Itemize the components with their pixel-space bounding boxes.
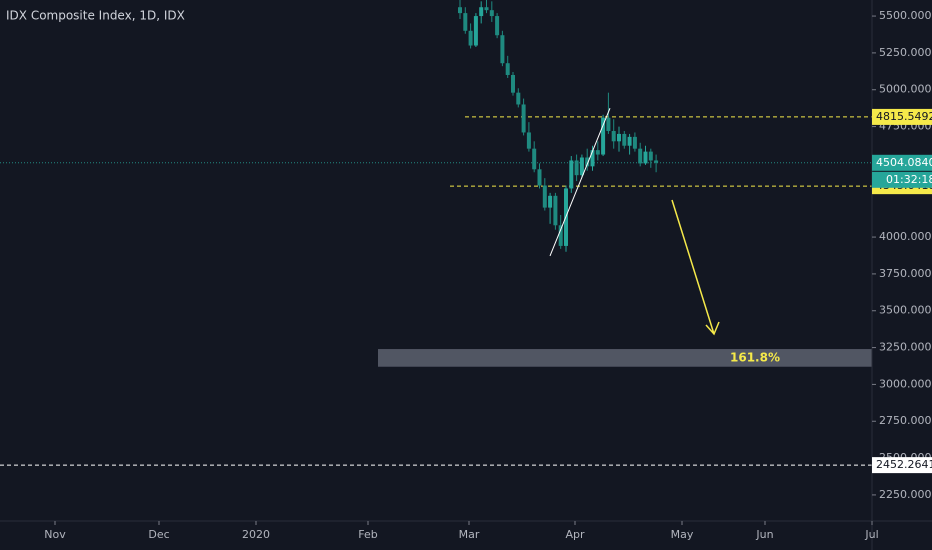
y-tick-label: 3000.0000 (879, 377, 932, 390)
fib-zone (378, 349, 872, 367)
candle-body (548, 195, 553, 208)
candle-body (495, 16, 500, 36)
candle-body (463, 13, 468, 31)
x-tick-label: May (671, 528, 694, 541)
candle-body (622, 133, 627, 146)
candle-body (654, 160, 659, 163)
price-level-label: 4504.0840 (876, 156, 932, 169)
candle-body (484, 7, 489, 11)
candle-body (574, 160, 579, 176)
candle-body (590, 150, 595, 167)
countdown-tag (872, 171, 932, 188)
candle-body (537, 169, 542, 186)
candle-body (579, 157, 584, 176)
price-level-tag (872, 457, 932, 474)
candle-body (617, 133, 621, 142)
plot: 161.8% (0, 0, 872, 466)
candle-body (558, 225, 563, 246)
candle-body (542, 185, 547, 208)
candle-body (532, 148, 537, 170)
fib-zone-label: 161.8% (730, 350, 780, 364)
y-tick-label: 5250.0000 (879, 46, 932, 59)
y-tick-label: 3500.0000 (879, 304, 932, 317)
candle-body (606, 117, 611, 131)
candle-body (611, 130, 616, 142)
x-tick-label: Mar (459, 528, 480, 541)
x-tick-label: Dec (148, 528, 169, 541)
price-level-tag (872, 154, 932, 171)
candle-body (521, 104, 526, 133)
candle-body (526, 132, 531, 149)
candle-body (458, 7, 462, 14)
candle-body (505, 63, 510, 75)
candle-body (473, 16, 478, 46)
candle-body (627, 136, 632, 146)
x-tick-label: Jul (864, 528, 878, 541)
chart-title: IDX Composite Index, 1D, IDX (6, 9, 185, 23)
price-level-tag (872, 108, 932, 125)
y-tick-label: 3250.0000 (879, 341, 932, 354)
candle-body (585, 157, 590, 167)
candle-body (643, 151, 648, 164)
y-tick-label: 5000.0000 (879, 83, 932, 96)
candle-body (489, 10, 494, 17)
countdown: 01:32:18 (886, 173, 932, 186)
candle-body (468, 30, 473, 46)
price-level-label: 4815.5492 (876, 110, 932, 123)
y-tick-label: 2750.0000 (879, 414, 932, 427)
candle-body (648, 151, 653, 161)
candle-body (601, 117, 606, 155)
candle-body (632, 136, 637, 149)
y-tick-label: 4000.0000 (879, 230, 932, 243)
target-arrow (671, 199, 720, 336)
candle-body (511, 74, 515, 93)
candle-body (553, 195, 558, 226)
price-level-label: 2452.2641 (876, 458, 932, 471)
trendline (549, 107, 611, 257)
x-tick-label: 2020 (242, 528, 270, 541)
candle-body (569, 160, 574, 189)
x-tick-label: Nov (44, 528, 66, 541)
candle-body (516, 92, 521, 105)
candle-body (500, 35, 505, 64)
x-tick-label: Feb (358, 528, 377, 541)
candle-body (595, 150, 600, 155)
y-tick-label: 3750.0000 (879, 267, 932, 280)
y-tick-label: 5500.0000 (879, 9, 932, 22)
candle-body (638, 148, 643, 164)
x-tick-label: Jun (755, 528, 773, 541)
x-tick-label: Apr (565, 528, 585, 541)
candle-body (479, 7, 484, 17)
y-tick-label: 2250.0000 (879, 488, 932, 501)
